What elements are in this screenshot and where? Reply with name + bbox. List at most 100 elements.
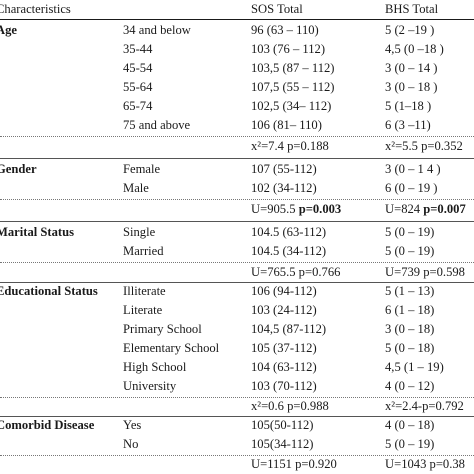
subgroup-label: 34 and below	[123, 23, 191, 37]
subgroup-label: Literate	[123, 303, 163, 317]
bhs-value: 4,5 (0 –18 )	[385, 42, 444, 56]
stat-row: U=905.5 p=0.003 U=824 p=0.007	[0, 200, 474, 219]
section-rule	[0, 282, 474, 283]
sos-value: 105(50-112)	[251, 418, 314, 432]
table-row: Comorbid Disease Yes 105(50-112) 4 (0 – …	[0, 416, 474, 435]
sos-stat: x²=7.4 p=0.188	[251, 139, 329, 153]
bhs-stat: U=1043 p=0.38	[385, 457, 465, 471]
table-row: No 105(34-112) 5 (0 – 19)	[0, 435, 474, 454]
bhs-stat: U=824 p=0.007	[385, 200, 466, 219]
sos-stat: U=905.5 p=0.003	[251, 200, 341, 219]
subgroup-label: 35-44	[123, 42, 153, 56]
table-row: Married 104.5 (34-112) 5 (0 – 19)	[0, 242, 474, 261]
stat-divider	[0, 199, 474, 200]
subgroup-label: No	[123, 437, 139, 451]
bhs-value: 5 (2 –19 )	[385, 23, 435, 37]
bhs-value: 3 (0 – 14 )	[385, 61, 438, 75]
table-row: 65-74 102,5 (34– 112) 5 (1–18 )	[0, 97, 474, 116]
section-label-gender: Gender	[0, 162, 37, 176]
header-bhs-total: BHS Total	[385, 2, 439, 16]
table-row: Primary School 104,5 (87-112) 3 (0 – 18)	[0, 320, 474, 339]
sos-value: 102,5 (34– 112)	[251, 99, 332, 113]
stat-row: U=1151 p=0.920 U=1043 p=0.38	[0, 455, 474, 474]
section-rule	[0, 416, 474, 417]
sos-value: 107 (55-112)	[251, 162, 317, 176]
sos-value: 104 (63-112)	[251, 360, 317, 374]
sos-value: 103 (24-112)	[251, 303, 317, 317]
sos-stat-p: p=0.003	[298, 202, 342, 216]
sos-stat: U=765.5 p=0.766	[251, 265, 341, 279]
section-rule	[0, 158, 474, 159]
bhs-value: 6 (1 – 18)	[385, 303, 435, 317]
subgroup-label: University	[123, 379, 177, 393]
stat-row: U=765.5 p=0.766 U=739 p=0.598	[0, 263, 474, 282]
sos-value: 104.5 (34-112)	[251, 244, 327, 258]
section-label-age: Age	[0, 23, 17, 37]
bhs-stat: x²=5.5 p=0.352	[385, 139, 463, 153]
section-label-educational-status: Educational Status	[0, 284, 98, 298]
sos-stat: x²=0.6 p=0.988	[251, 399, 329, 413]
table-row: Male 102 (34-112) 6 (0 – 19 )	[0, 179, 474, 198]
bhs-value: 5 (1–18 )	[385, 99, 432, 113]
header-sos-total: SOS Total	[251, 2, 303, 16]
bhs-value: 5 (1 – 13)	[385, 284, 435, 298]
subgroup-label: 45-54	[123, 61, 153, 75]
stat-divider	[0, 455, 474, 456]
table-row: Gender Female 107 (55-112) 3 (0 – 1 4 )	[0, 160, 474, 179]
bhs-value: 3 (0 – 18 )	[385, 80, 438, 94]
sos-value: 103 (76 – 112)	[251, 42, 326, 56]
table-row: Age 34 and below 96 (63 – 110) 5 (2 –19 …	[0, 21, 474, 40]
sos-value: 105 (37-112)	[251, 341, 317, 355]
bhs-stat: x²=2.4-p=0.792	[385, 399, 464, 413]
sos-value: 104,5 (87-112)	[251, 322, 327, 336]
stat-row: x²=0.6 p=0.988 x²=2.4-p=0.792	[0, 397, 474, 416]
sos-value: 105(34-112)	[251, 437, 314, 451]
stat-divider	[0, 136, 474, 137]
sos-stat-u: U=905.5	[251, 202, 299, 216]
bhs-value: 4 (0 – 18)	[385, 418, 435, 432]
table-row: 75 and above 106 (81– 110) 6 (3 –11)	[0, 116, 474, 135]
table-row: Marital Status Single 104.5 (63-112) 5 (…	[0, 223, 474, 242]
sos-stat: U=1151 p=0.920	[251, 457, 337, 471]
subgroup-label: Single	[123, 225, 156, 239]
subgroup-label: Married	[123, 244, 164, 258]
bhs-value: 6 (3 –11)	[385, 118, 431, 132]
sos-value: 106 (81– 110)	[251, 118, 322, 132]
subgroup-label: Illiterate	[123, 284, 166, 298]
bhs-value: 5 (0 – 19)	[385, 437, 435, 451]
subgroup-label: Male	[123, 181, 149, 195]
subgroup-label: 65-74	[123, 99, 153, 113]
bhs-value: 5 (0 – 19)	[385, 244, 435, 258]
table-row: University 103 (70-112) 4 (0 – 12)	[0, 377, 474, 396]
bhs-value: 5 (0 – 19)	[385, 225, 435, 239]
section-rule	[0, 221, 474, 222]
sos-value: 106 (94-112)	[251, 284, 317, 298]
subgroup-label: 55-64	[123, 80, 153, 94]
subgroup-label: Yes	[123, 418, 142, 432]
sos-value: 102 (34-112)	[251, 181, 317, 195]
bhs-value: 4 (0 – 12)	[385, 379, 435, 393]
table-row: 35-44 103 (76 – 112) 4,5 (0 –18 )	[0, 40, 474, 59]
table-row: Elementary School 105 (37-112) 5 (0 – 18…	[0, 339, 474, 358]
table-row: High School 104 (63-112) 4,5 (1 – 19)	[0, 358, 474, 377]
header-rule	[0, 19, 474, 20]
sos-value: 104.5 (63-112)	[251, 225, 327, 239]
section-label-comorbid-disease: Comorbid Disease	[0, 418, 95, 432]
subgroup-label: High School	[123, 360, 187, 374]
bhs-stat-p: p=0.007	[423, 202, 466, 216]
subgroup-label: Primary School	[123, 322, 202, 336]
subgroup-label: Elementary School	[123, 341, 220, 355]
sos-value: 107,5 (55 – 112)	[251, 80, 335, 94]
table-header-row: Characteristics SOS Total BHS Total	[0, 0, 474, 19]
sos-value: 103,5 (87 – 112)	[251, 61, 335, 75]
bhs-stat-u: U=824	[385, 202, 424, 216]
bhs-value: 4,5 (1 – 19)	[385, 360, 444, 374]
table-row: 55-64 107,5 (55 – 112) 3 (0 – 18 )	[0, 78, 474, 97]
sos-value: 96 (63 – 110)	[251, 23, 319, 37]
section-label-marital-status: Marital Status	[0, 225, 75, 239]
bhs-value: 3 (0 – 18)	[385, 322, 435, 336]
stat-divider	[0, 397, 474, 398]
bhs-value: 5 (0 – 18)	[385, 341, 435, 355]
stat-divider	[0, 262, 474, 263]
